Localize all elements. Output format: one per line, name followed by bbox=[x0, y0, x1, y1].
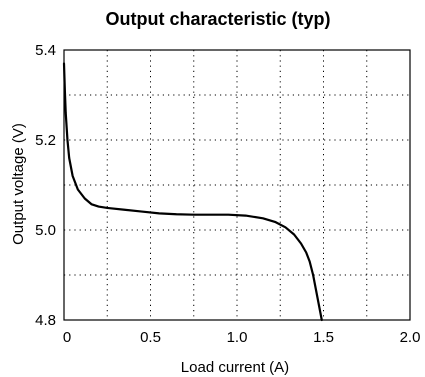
y-tick-label: 4.8 bbox=[35, 312, 56, 329]
x-tick-label: 0.5 bbox=[140, 329, 161, 346]
series-line bbox=[62, 62, 323, 322]
x-tick-labels: 0 0.5 1.0 1.5 2.0 bbox=[63, 329, 421, 346]
y-axis-label: Output voltage (V) bbox=[10, 123, 27, 245]
x-axis-label: Load current (A) bbox=[181, 359, 289, 376]
y-tick-labels: 4.8 5.0 5.2 5.4 bbox=[35, 42, 56, 329]
x-tick-label: 2.0 bbox=[400, 329, 421, 346]
y-tick-label: 5.2 bbox=[35, 132, 56, 149]
x-tick-label: 1.0 bbox=[227, 329, 248, 346]
plot-frame bbox=[63, 49, 411, 321]
x-tick-label: 0 bbox=[63, 329, 71, 346]
y-tick-label: 5.0 bbox=[35, 222, 56, 239]
x-tick-label: 1.5 bbox=[313, 329, 334, 346]
y-tick-label: 5.4 bbox=[35, 42, 56, 59]
chart-title: Output characteristic (typ) bbox=[105, 9, 330, 29]
grid bbox=[64, 50, 410, 320]
